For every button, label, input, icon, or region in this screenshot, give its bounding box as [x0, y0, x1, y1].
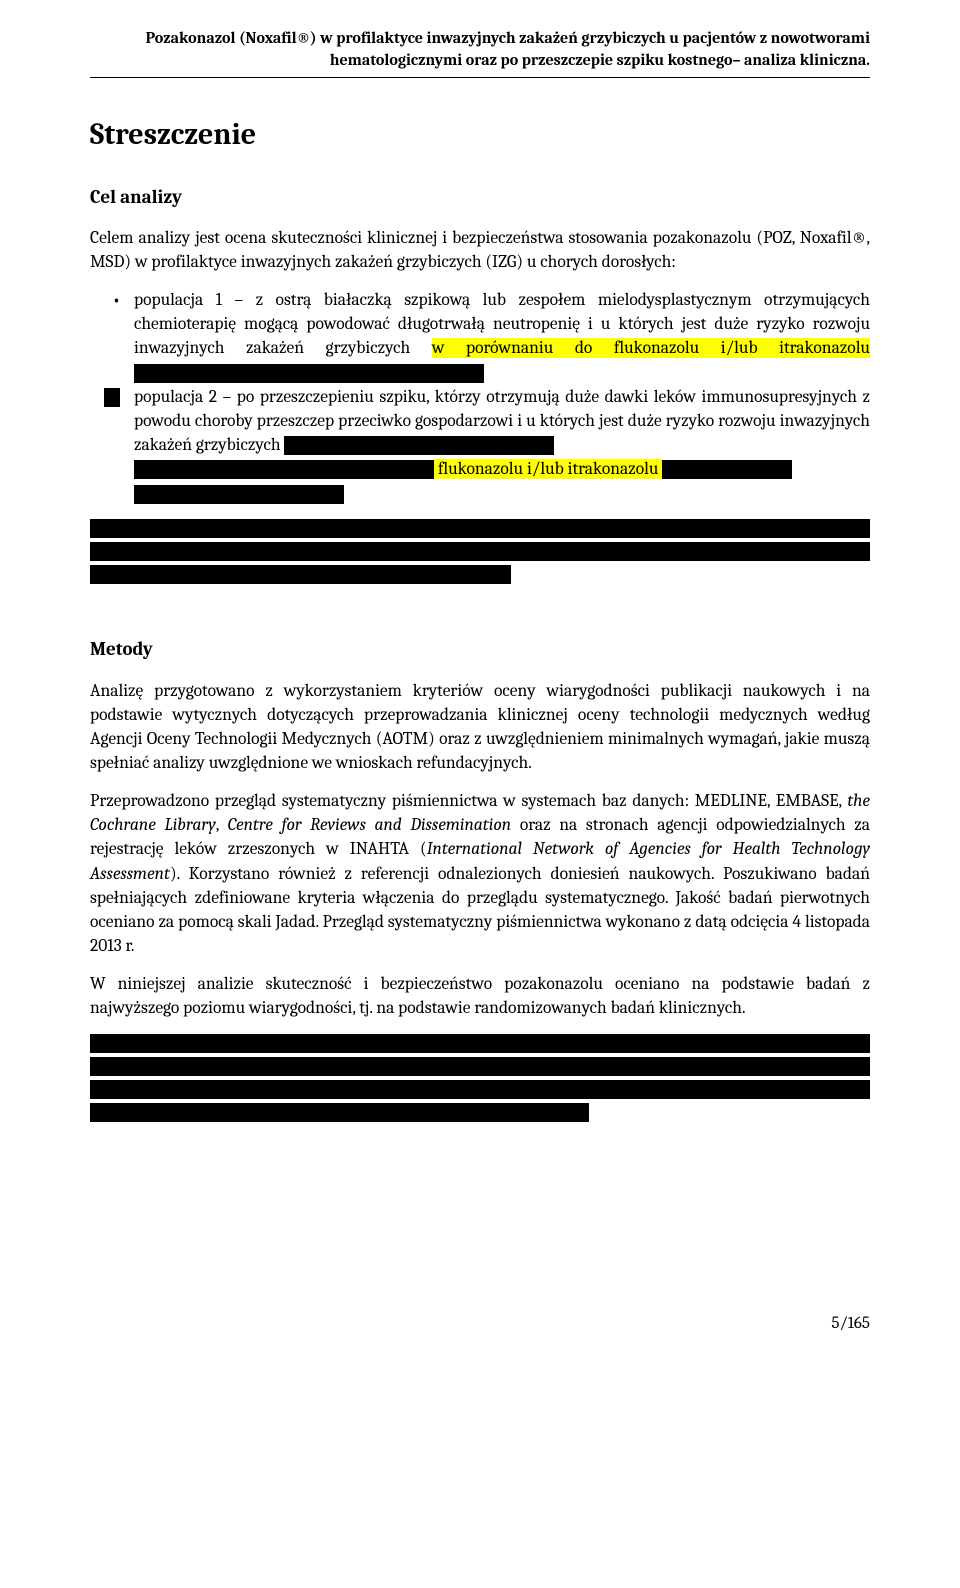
metody-paragraph-1: Analizę przygotowano z wykorzystaniem kr…	[90, 679, 870, 776]
population-item-2: populacja 2 – po przeszczepieniu szpiku,…	[90, 385, 870, 506]
intro-paragraph: Celem analizy jest ocena skuteczności kl…	[90, 226, 870, 274]
redaction-inline	[134, 364, 484, 383]
document-title: Streszczenie	[90, 114, 870, 155]
redaction-inline	[284, 436, 554, 455]
redaction-inline	[662, 460, 792, 479]
section-heading-cel-analizy: Cel analizy	[90, 184, 870, 210]
redacted-bullet-icon	[104, 388, 120, 407]
redaction-line	[90, 1103, 589, 1122]
header-line-2: hematologicznymi oraz po przeszczepie sz…	[330, 51, 870, 69]
metody-paragraph-2: Przeprowadzono przegląd systematyczny pi…	[90, 789, 870, 958]
page-header: Pozakonazol (Noxafil®) w profilaktyce in…	[90, 28, 870, 78]
section-heading-metody: Metody	[90, 636, 870, 662]
metody-p2-italic-2: Centre for Reviews and Dissemination	[228, 815, 512, 835]
metody-p2-part-b: ,	[216, 815, 228, 835]
redaction-line	[90, 1034, 870, 1053]
redacted-block-group-1	[90, 519, 870, 584]
metody-p2-part-d: ). Korzystano również z referencji odnal…	[90, 864, 870, 956]
metody-p2-part-a: Przeprowadzono przegląd systematyczny pi…	[90, 791, 847, 811]
redaction-line	[90, 542, 870, 561]
redacted-block-group-2	[90, 1034, 870, 1122]
redaction-line	[90, 565, 511, 584]
redaction-line	[90, 519, 870, 538]
population-list: populacja 1 – z ostrą białaczką szpikową…	[90, 288, 870, 505]
redaction-line	[90, 1080, 870, 1099]
redaction-inline	[134, 485, 344, 504]
header-line-1: Pozakonazol (Noxafil®) w profilaktyce in…	[146, 29, 870, 47]
population-1-highlight: w porównaniu do flukonazolu i/lub itrako…	[432, 338, 870, 358]
metody-paragraph-3: W niniejszej analizie skuteczność i bezp…	[90, 972, 870, 1020]
population-2-highlight: flukonazolu i/lub itrakonazolu	[434, 459, 662, 479]
population-item-1: populacja 1 – z ostrą białaczką szpikową…	[90, 288, 870, 385]
redaction-inline	[134, 460, 434, 479]
page-number: 5/165	[90, 1312, 870, 1335]
redaction-line	[90, 1057, 870, 1076]
